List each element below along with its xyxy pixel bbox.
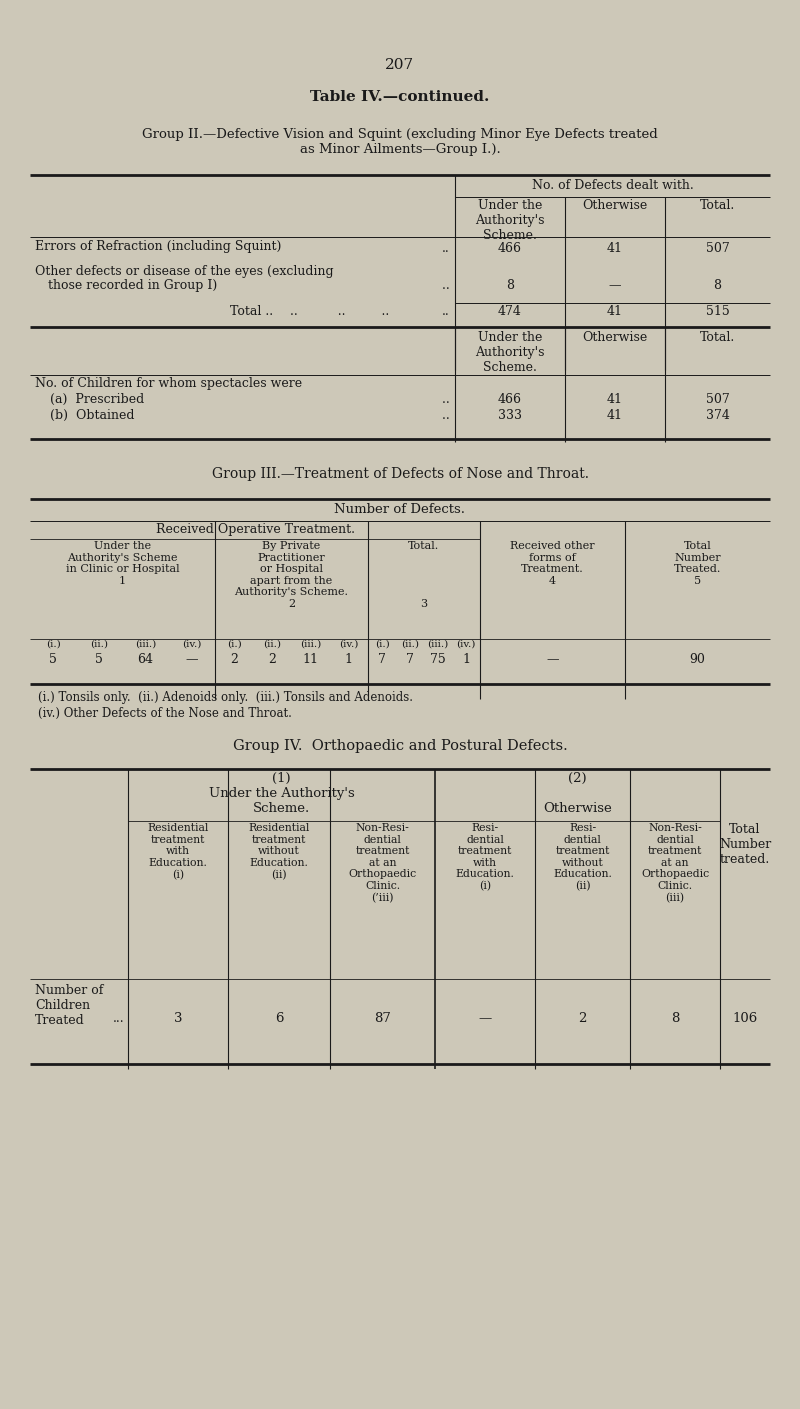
Text: 507: 507 [706, 242, 730, 255]
Text: —: — [186, 652, 198, 666]
Text: 64: 64 [138, 652, 154, 666]
Text: Residential
treatment
with
Education.
(i): Residential treatment with Education. (i… [147, 823, 209, 879]
Text: Group III.—Treatment of Defects of Nose and Throat.: Group III.—Treatment of Defects of Nose … [211, 466, 589, 480]
Text: —: — [478, 1012, 492, 1024]
Text: 2: 2 [230, 652, 238, 666]
Text: as Minor Ailments—Group I.).: as Minor Ailments—Group I.). [300, 142, 500, 156]
Text: ..: .. [442, 304, 450, 318]
Text: 333: 333 [498, 409, 522, 423]
Text: Residential
treatment
without
Education.
(ii): Residential treatment without Education.… [248, 823, 310, 879]
Text: 466: 466 [498, 393, 522, 406]
Text: 1: 1 [462, 652, 470, 666]
Text: 5: 5 [95, 652, 103, 666]
Text: Under the
Authority's Scheme
in Clinic or Hospital
1: Under the Authority's Scheme in Clinic o… [66, 541, 179, 586]
Text: (i.): (i.) [226, 640, 242, 650]
Text: ..: .. [434, 409, 450, 423]
Text: 6: 6 [274, 1012, 283, 1024]
Text: (ii.): (ii.) [401, 640, 419, 650]
Text: Otherwise: Otherwise [582, 199, 648, 211]
Text: 11: 11 [302, 652, 318, 666]
Text: Resi-
dential
treatment
with
Education.
(i): Resi- dential treatment with Education. … [455, 823, 514, 892]
Text: (i.): (i.) [374, 640, 390, 650]
Text: 7: 7 [378, 652, 386, 666]
Text: 106: 106 [732, 1012, 758, 1024]
Text: (iii.): (iii.) [300, 640, 322, 650]
Text: Errors of Refraction (including Squint): Errors of Refraction (including Squint) [35, 240, 282, 254]
Text: Received Operative Treatment.: Received Operative Treatment. [155, 523, 354, 535]
Text: (i.): (i.) [46, 640, 61, 650]
Text: ..: .. [434, 393, 450, 406]
Text: 474: 474 [498, 304, 522, 318]
Text: Non-Resi-
dential
treatment
at an
Orthopaedic
Clinic.
(iii): Non-Resi- dential treatment at an Orthop… [641, 823, 709, 903]
Text: 1: 1 [345, 652, 353, 666]
Text: 75: 75 [430, 652, 446, 666]
Text: Table IV.—continued.: Table IV.—continued. [310, 90, 490, 104]
Text: (i.) Tonsils only.  (ii.) Adenoids only.  (iii.) Tonsils and Adenoids.: (i.) Tonsils only. (ii.) Adenoids only. … [38, 690, 413, 704]
Text: 41: 41 [607, 304, 623, 318]
Text: Total.




3: Total. 3 [408, 541, 440, 609]
Text: Total
Number
Treated.
5: Total Number Treated. 5 [674, 541, 721, 586]
Text: Otherwise: Otherwise [582, 331, 648, 344]
Text: 8: 8 [506, 279, 514, 292]
Text: Other defects or disease of the eyes (excluding: Other defects or disease of the eyes (ex… [35, 265, 334, 278]
Text: (iv.): (iv.) [456, 640, 476, 650]
Text: 374: 374 [706, 409, 730, 423]
Text: Group II.—Defective Vision and Squint (excluding Minor Eye Defects treated: Group II.—Defective Vision and Squint (e… [142, 128, 658, 141]
Text: 515: 515 [706, 304, 730, 318]
Text: (iv.): (iv.) [339, 640, 358, 650]
Text: (iii.): (iii.) [427, 640, 449, 650]
Text: No. of Children for whom spectacles were: No. of Children for whom spectacles were [35, 378, 302, 390]
Text: 7: 7 [406, 652, 414, 666]
Text: Received other
forms of
Treatment.
4: Received other forms of Treatment. 4 [510, 541, 595, 586]
Text: Under the
Authority's
Scheme.: Under the Authority's Scheme. [475, 331, 545, 373]
Text: Total ..: Total .. [230, 304, 273, 318]
Text: Number of Defects.: Number of Defects. [334, 503, 466, 516]
Text: 41: 41 [607, 409, 623, 423]
Text: those recorded in Group I): those recorded in Group I) [48, 279, 218, 292]
Text: Resi-
dential
treatment
without
Education.
(ii): Resi- dential treatment without Educatio… [553, 823, 612, 892]
Text: Total
Number
treated.: Total Number treated. [719, 823, 771, 867]
Text: (2)

Otherwise: (2) Otherwise [543, 772, 612, 814]
Text: ..          ..         ..: .. .. .. [290, 304, 390, 318]
Text: 3: 3 [174, 1012, 182, 1024]
Text: 87: 87 [374, 1012, 391, 1024]
Text: ..: .. [434, 279, 450, 292]
Text: (iii.): (iii.) [135, 640, 156, 650]
Text: ..: .. [442, 242, 450, 255]
Text: —: — [609, 279, 622, 292]
Text: (iv.) Other Defects of the Nose and Throat.: (iv.) Other Defects of the Nose and Thro… [38, 707, 292, 720]
Text: (ii.): (ii.) [90, 640, 108, 650]
Text: ...: ... [112, 1012, 124, 1024]
Text: 90: 90 [690, 652, 706, 666]
Text: (iv.): (iv.) [182, 640, 202, 650]
Text: No. of Defects dealt with.: No. of Defects dealt with. [532, 179, 694, 192]
Text: 5: 5 [49, 652, 57, 666]
Text: 2: 2 [269, 652, 276, 666]
Text: 8: 8 [714, 279, 722, 292]
Text: Total.: Total. [700, 331, 735, 344]
Text: (b)  Obtained: (b) Obtained [50, 409, 134, 423]
Text: (ii.): (ii.) [263, 640, 282, 650]
Text: (1)
Under the Authority's
Scheme.: (1) Under the Authority's Scheme. [209, 772, 354, 814]
Text: (a)  Prescribed: (a) Prescribed [50, 393, 144, 406]
Text: Number of
Children
Treated: Number of Children Treated [35, 983, 103, 1027]
Text: 2: 2 [578, 1012, 586, 1024]
Text: Non-Resi-
dential
treatment
at an
Orthopaedic
Clinic.
(’iii): Non-Resi- dential treatment at an Orthop… [349, 823, 417, 903]
Text: Total.: Total. [700, 199, 735, 211]
Text: Under the
Authority's
Scheme.: Under the Authority's Scheme. [475, 199, 545, 242]
Text: 8: 8 [671, 1012, 679, 1024]
Text: 41: 41 [607, 393, 623, 406]
Text: By Private
Practitioner
or Hospital
apart from the
Authority's Scheme.
2: By Private Practitioner or Hospital apar… [234, 541, 349, 609]
Text: 507: 507 [706, 393, 730, 406]
Text: 466: 466 [498, 242, 522, 255]
Text: Group IV.  Orthopaedic and Postural Defects.: Group IV. Orthopaedic and Postural Defec… [233, 738, 567, 752]
Text: —: — [546, 652, 558, 666]
Text: 207: 207 [386, 58, 414, 72]
Text: 41: 41 [607, 242, 623, 255]
